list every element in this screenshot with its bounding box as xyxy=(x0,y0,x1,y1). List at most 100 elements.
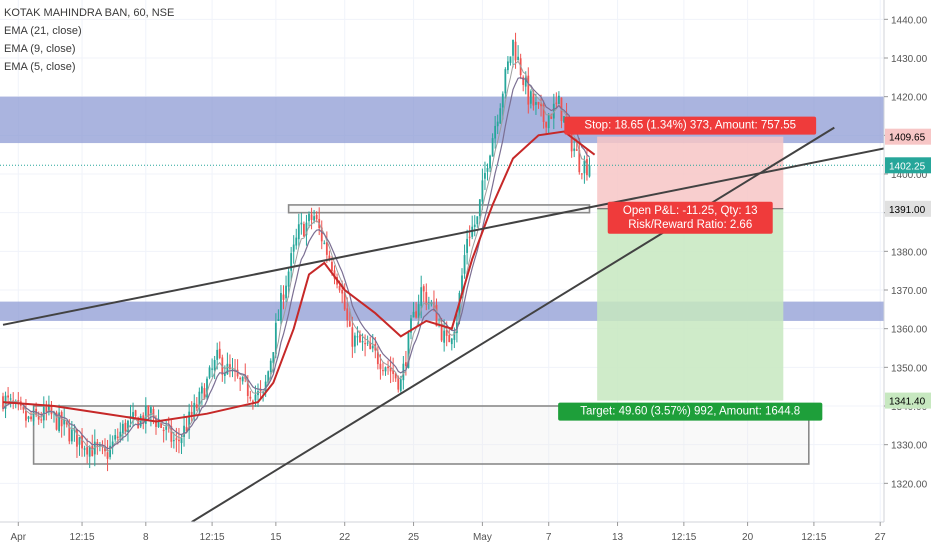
candle-body xyxy=(109,445,111,458)
candle-body xyxy=(180,438,183,444)
candle-body xyxy=(86,447,89,455)
candle-body xyxy=(529,91,532,104)
candle-body xyxy=(65,420,68,425)
candle-body xyxy=(491,138,494,157)
candle-body xyxy=(417,304,420,318)
candle-body xyxy=(524,77,527,87)
price-tick-label: 1380.00 xyxy=(891,247,928,258)
candle-body xyxy=(425,292,428,305)
candle-body xyxy=(305,222,308,236)
candle-body xyxy=(435,304,438,327)
trade-labels: Stop: 18.65 (1.34%) 373, Amount: 757.55 O… xyxy=(558,116,823,421)
indicator-ema9-label[interactable]: EMA (9, close) xyxy=(4,43,76,55)
candle-body xyxy=(410,318,412,333)
candle-body xyxy=(509,56,512,63)
time-tick-label: 12:15 xyxy=(671,532,696,543)
ema-lines xyxy=(2,60,596,453)
candle-body xyxy=(58,412,60,431)
candle-body xyxy=(458,292,461,321)
candle-body xyxy=(22,406,25,410)
candle-body xyxy=(285,285,287,299)
candle-body xyxy=(366,342,369,344)
candle-body xyxy=(392,369,395,374)
candle-body xyxy=(361,341,364,343)
candle-body xyxy=(211,368,213,370)
candle-body xyxy=(422,286,425,292)
time-tick-label: 25 xyxy=(408,532,420,543)
candle-body xyxy=(229,364,231,370)
candle-body xyxy=(573,148,576,151)
candle-body xyxy=(198,391,201,407)
trendline[interactable] xyxy=(191,126,835,523)
candle-body xyxy=(514,41,517,61)
candle-body xyxy=(331,261,333,272)
candle-body xyxy=(114,435,117,440)
candle-body xyxy=(104,447,106,452)
trendlines[interactable] xyxy=(2,126,911,523)
candle-body xyxy=(147,405,150,418)
candle-body xyxy=(170,425,173,442)
price-tick-label: 1400.00 xyxy=(891,170,928,181)
candle-body xyxy=(545,121,548,128)
indicator-ema5-label[interactable]: EMA (5, close) xyxy=(4,61,76,73)
candle-body xyxy=(555,102,558,104)
target-area[interactable] xyxy=(597,208,784,401)
candle-body xyxy=(216,349,219,360)
time-axis[interactable]: Apr 12:15 8 12:15 15 22 25 May 7 13 12:15 20 12:15 27 xyxy=(0,521,932,550)
stop-price-tag-bg xyxy=(885,128,931,145)
rectangle-drawing[interactable] xyxy=(287,204,591,214)
candle-body xyxy=(570,126,573,152)
candle-body xyxy=(40,419,43,421)
stop-loss-area[interactable] xyxy=(597,136,784,209)
candle-body xyxy=(246,380,249,396)
candle-body xyxy=(152,408,155,417)
candle-body xyxy=(527,75,530,105)
candle-body xyxy=(264,381,267,393)
time-tick-label: 20 xyxy=(742,532,754,543)
indicator-ema21-label[interactable]: EMA (21, close) xyxy=(4,25,82,37)
time-tick-label: 15 xyxy=(270,532,282,543)
candle-body xyxy=(494,125,497,139)
candle-body xyxy=(162,429,165,432)
symbol-title[interactable]: KOTAK MAHINDRA BAN, 60, NSE xyxy=(4,7,175,19)
candle-body xyxy=(213,360,216,371)
price-axis[interactable]: 1320.001330.001340.001350.001360.001370.… xyxy=(883,0,932,550)
long-short-position-tool[interactable] xyxy=(0,136,884,401)
candle-body xyxy=(218,348,221,359)
candle-body xyxy=(30,416,32,420)
candle-body xyxy=(346,308,349,321)
candle-body xyxy=(32,410,35,422)
time-tick-label: May xyxy=(473,532,492,543)
pnl-label-text: Risk/Reward Ratio: 2.66 xyxy=(628,219,752,231)
candle-body xyxy=(295,237,298,246)
time-tick-label: 22 xyxy=(339,532,351,543)
candle-body xyxy=(99,444,101,447)
candle-body xyxy=(203,388,206,400)
price-tick-label: 1330.00 xyxy=(891,441,928,452)
candle-body xyxy=(25,410,27,421)
candle-body xyxy=(282,294,285,300)
candle-body xyxy=(586,159,588,176)
candle-body xyxy=(540,103,542,107)
candle-body xyxy=(27,416,30,419)
candle-body xyxy=(116,436,119,439)
candle-body xyxy=(537,101,540,105)
price-tick-label: 1350.00 xyxy=(891,363,928,374)
candle-body xyxy=(356,336,359,338)
candle-body xyxy=(134,410,137,416)
stop-label-bg xyxy=(564,116,817,135)
candle-body xyxy=(83,448,86,450)
candle-body xyxy=(308,213,310,222)
candle-body xyxy=(481,180,484,202)
candle-body xyxy=(453,331,456,340)
candle-body xyxy=(193,402,196,416)
candle-body xyxy=(382,370,384,372)
time-tick-label: 12:15 xyxy=(801,532,826,543)
candle-body xyxy=(371,346,374,349)
candle-body xyxy=(397,376,400,390)
candle-body xyxy=(384,367,387,372)
candle-body xyxy=(183,425,185,437)
ema5-line xyxy=(2,60,590,453)
